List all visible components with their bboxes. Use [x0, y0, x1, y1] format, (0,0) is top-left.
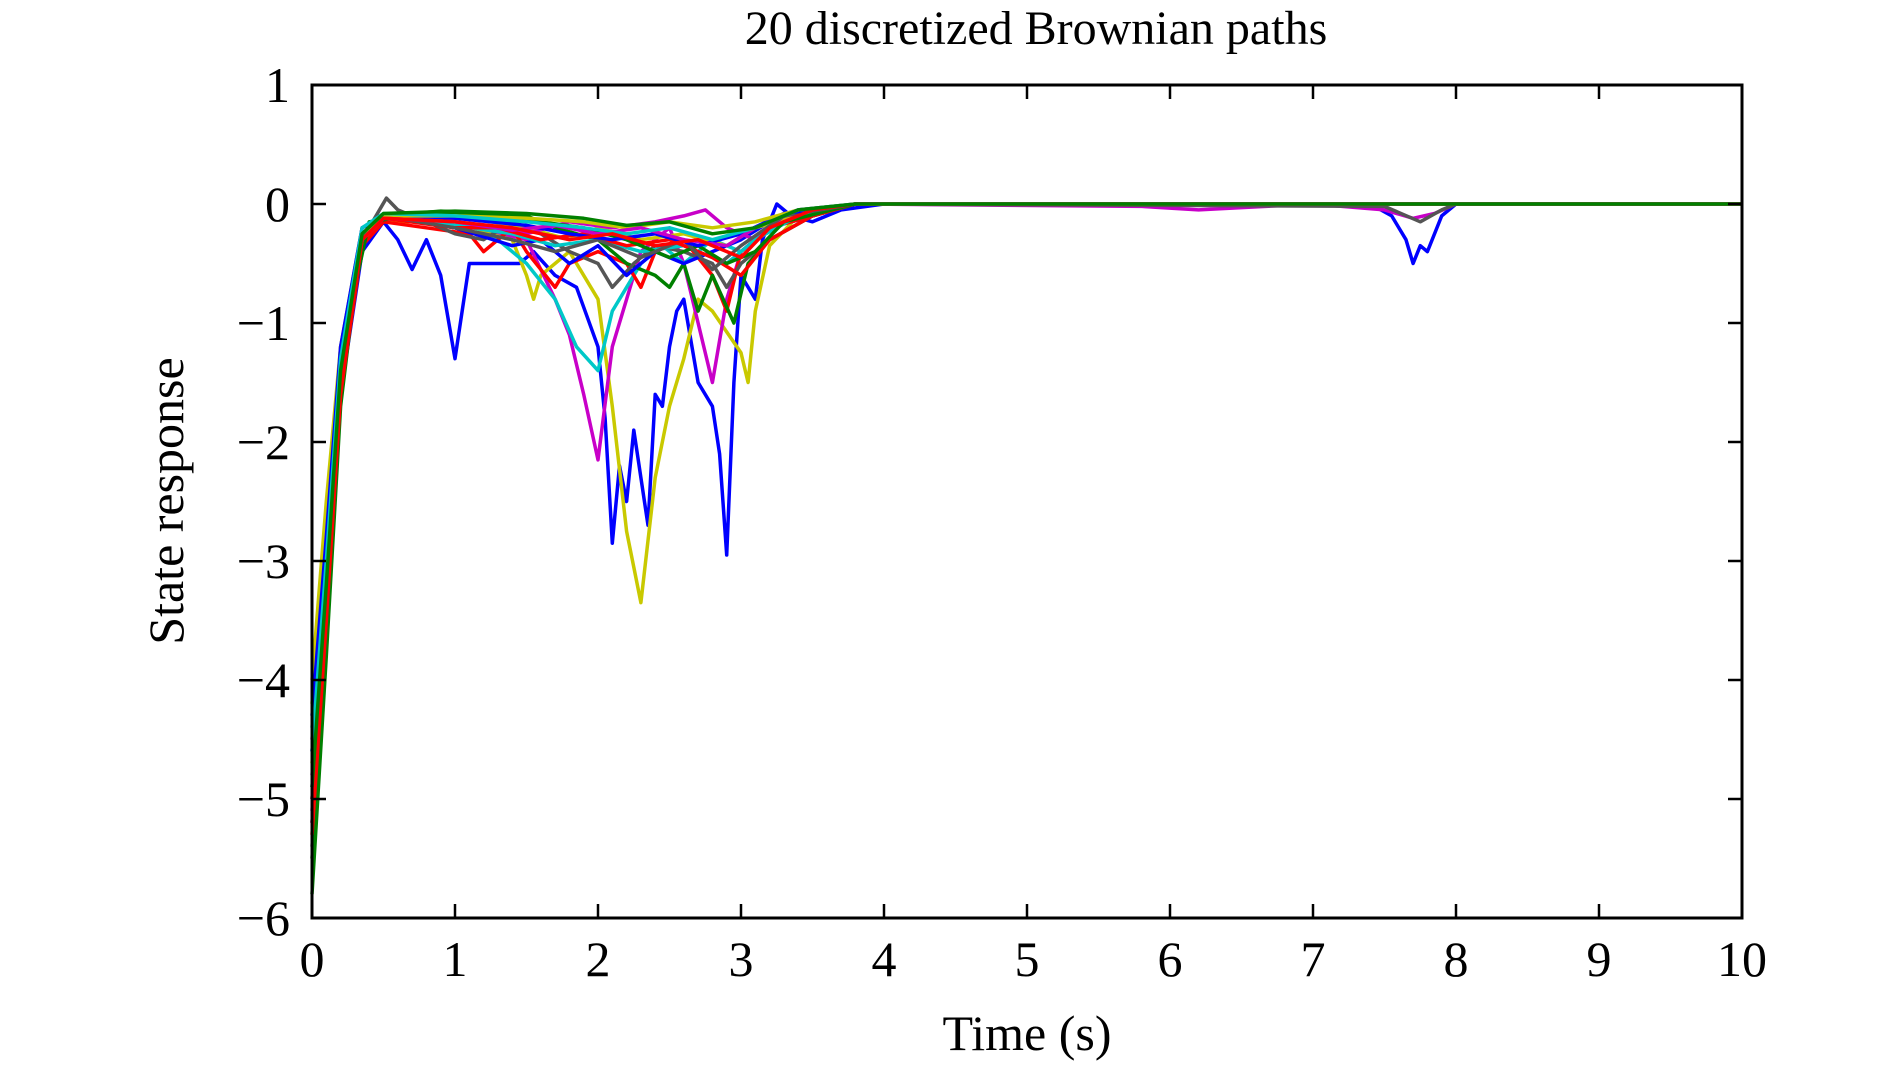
x-tick-label-6: 6: [1158, 931, 1183, 987]
series-line-17: [310, 202, 1742, 812]
series-line-6: [310, 202, 1742, 895]
y-tick-label-7: −6: [237, 890, 290, 946]
series-layer: [310, 196, 1742, 895]
series-line-10: [310, 202, 1742, 740]
series-line-3: [310, 202, 1742, 776]
y-tick-label-0: 1: [265, 57, 290, 113]
plot-frame: [310, 83, 1744, 920]
series-line-12: [310, 202, 1742, 800]
series-line-4: [310, 202, 1742, 728]
series-line-1: [310, 202, 1742, 823]
x-tick-label-0: 0: [300, 931, 325, 987]
y-tick-label-3: −2: [237, 414, 290, 470]
x-tick-label-4: 4: [872, 931, 897, 987]
x-tick-label-9: 9: [1587, 931, 1612, 987]
series-line-11: [310, 202, 1742, 788]
x-tick-label-8: 8: [1444, 931, 1469, 987]
x-tick-label-1: 1: [443, 931, 468, 987]
x-tick-label-10: 10: [1717, 931, 1767, 987]
x-tick-label-5: 5: [1015, 931, 1040, 987]
series-line-18: [310, 202, 1742, 752]
series-line-7: [310, 196, 1742, 847]
y-tick-label-6: −5: [237, 771, 290, 827]
y-tick-label-2: −1: [237, 295, 290, 351]
series-line-13: [310, 202, 1742, 859]
x-tick-label-7: 7: [1301, 931, 1326, 987]
series-line-20: [310, 202, 1742, 788]
chart-title: 20 discretized Brownian paths: [745, 2, 1328, 55]
y-tick-label-1: 0: [265, 176, 290, 232]
series-line-5: [310, 202, 1742, 823]
y-tick-label-5: −4: [237, 652, 290, 708]
series-line-8: [310, 202, 1742, 752]
x-axis-label: Time (s): [942, 1005, 1111, 1061]
y-axis-label: State response: [138, 357, 194, 644]
x-tick-label-2: 2: [586, 931, 611, 987]
series-line-2: [310, 202, 1742, 681]
series-line-16: [310, 202, 1742, 764]
series-line-19: [310, 202, 1742, 835]
x-tick-label-3: 3: [729, 931, 754, 987]
series-line-14: [310, 202, 1742, 800]
y-tick-label-4: −3: [237, 533, 290, 589]
